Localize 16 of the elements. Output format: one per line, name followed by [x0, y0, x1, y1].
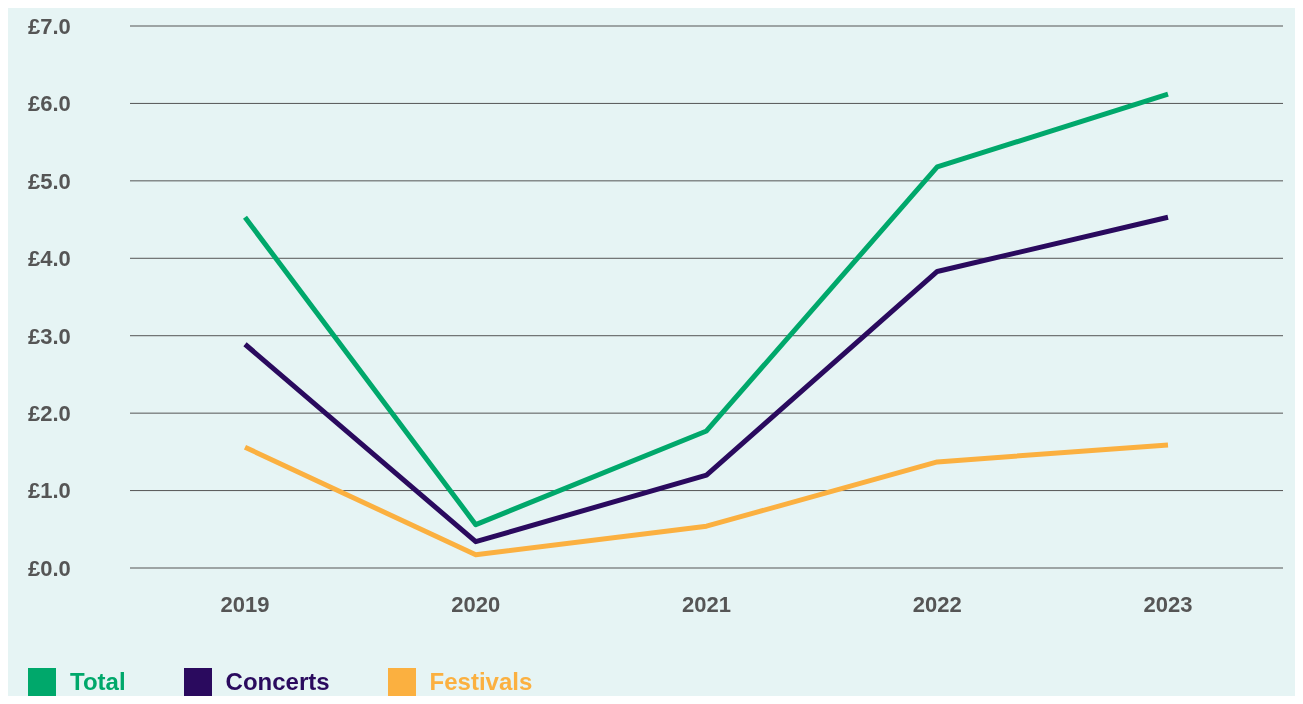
x-tick-label: 2020 — [451, 591, 501, 617]
y-tick-label: £0.0 — [28, 555, 71, 581]
y-tick-label: £1.0 — [28, 478, 71, 504]
legend-label: Concerts — [225, 668, 330, 696]
y-tick-label: £7.0 — [28, 13, 71, 39]
x-tick-label: 2019 — [220, 591, 270, 617]
legend-label: Total — [70, 668, 126, 696]
y-tick-label: £4.0 — [28, 246, 71, 272]
x-tick-label: 2022 — [912, 591, 962, 617]
x-tick-label: 2021 — [682, 591, 731, 617]
y-tick-label: £6.0 — [28, 91, 71, 117]
legend-label: Festivals — [429, 668, 533, 696]
y-tick-label: £2.0 — [28, 400, 71, 426]
y-tick-label: £5.0 — [28, 168, 71, 194]
y-tick-label: £3.0 — [28, 323, 71, 349]
x-tick-label: 2023 — [1143, 591, 1193, 617]
